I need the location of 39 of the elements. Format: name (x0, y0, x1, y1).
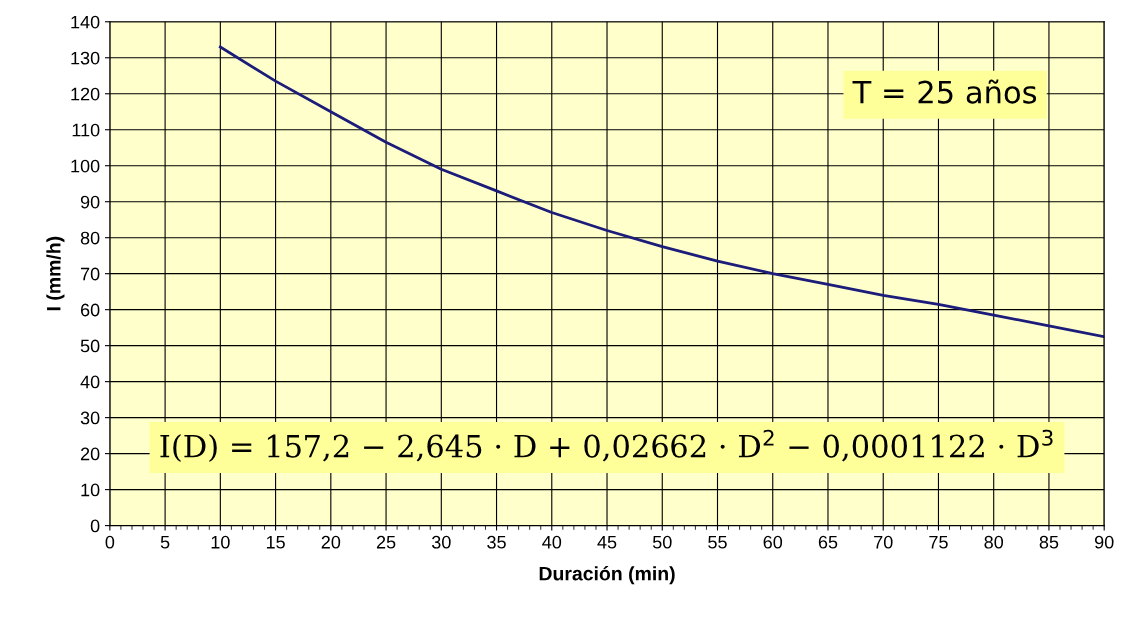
y-tick-label: 10 (81, 483, 100, 497)
x-tick-label: 0 (105, 535, 115, 549)
x-tick-label: 25 (376, 535, 396, 549)
x-tick-label: 80 (984, 535, 1004, 549)
x-tick-label: 10 (211, 535, 230, 549)
x-tick-label: 90 (1094, 535, 1114, 549)
y-tick-label: 110 (72, 123, 100, 137)
x-tick-label: 45 (597, 535, 617, 549)
x-tick-label: 55 (708, 535, 727, 549)
y-tick-label: 40 (80, 375, 100, 389)
y-tick-label: 0 (90, 519, 100, 533)
y-tick-label: 120 (71, 87, 100, 101)
y-tick-label: 130 (71, 51, 100, 65)
y-tick-label: 80 (80, 231, 100, 245)
x-tick-label: 65 (818, 535, 838, 549)
x-tick-label: 40 (542, 535, 562, 549)
x-tick-label: 70 (874, 535, 893, 549)
x-tick-label: 15 (266, 535, 285, 549)
y-tick-label: 50 (80, 339, 100, 353)
y-tick-label: 20 (80, 447, 100, 461)
x-tick-label: 5 (160, 535, 170, 549)
y-tick-label: 100 (71, 159, 100, 173)
y-tick-label: 30 (80, 411, 100, 425)
y-tick-label: 70 (80, 267, 100, 281)
x-tick-label: 85 (1039, 535, 1059, 549)
x-tick-label: 30 (431, 535, 451, 549)
x-tick-label: 75 (929, 535, 948, 549)
x-tick-label: 60 (763, 535, 783, 549)
y-tick-label: 60 (80, 303, 100, 317)
annotation: T = 25 años (852, 79, 1037, 104)
x-axis-title: Duración (min) (539, 566, 675, 585)
y-tick-label: 140 (71, 15, 100, 29)
x-tick-label: 20 (321, 535, 341, 549)
annotation: I(D) = 157,2 − 2,645 · D + 0,02662 · D$^{2}$ − 0,0001122 · D$^{3}$ (160, 429, 1053, 463)
y-tick-label: 90 (80, 195, 100, 209)
y-axis-title: I (mm/h) (46, 236, 65, 311)
x-tick-label: 50 (652, 535, 672, 549)
x-tick-label: 35 (487, 535, 506, 549)
line-series (218, 45, 1105, 339)
